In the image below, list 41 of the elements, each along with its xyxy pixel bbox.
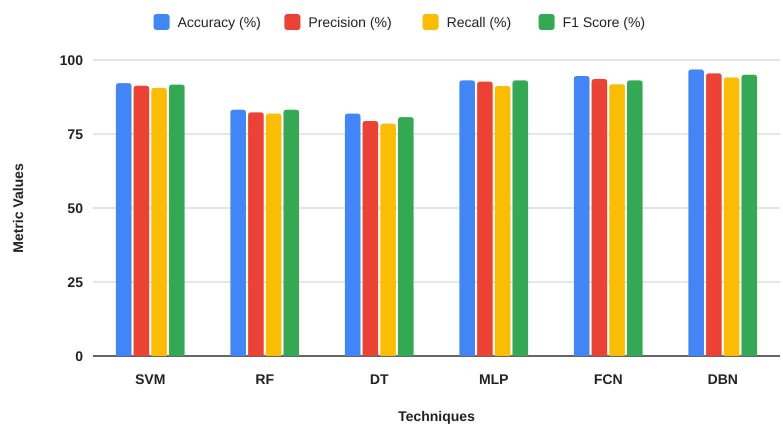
bar xyxy=(724,77,740,356)
legend-label: Recall (%) xyxy=(446,14,512,30)
x-tick-label: SVM xyxy=(135,371,166,387)
bar xyxy=(151,88,167,356)
bar xyxy=(362,120,378,356)
x-tick-label: RF xyxy=(255,371,275,387)
y-tick-label: 100 xyxy=(60,52,84,68)
y-tick-label: 25 xyxy=(67,274,84,290)
bar xyxy=(742,74,758,356)
y-tick-label: 0 xyxy=(75,348,84,364)
bar xyxy=(512,80,528,356)
bar xyxy=(116,83,132,356)
bar xyxy=(230,110,246,356)
bar xyxy=(284,110,300,356)
legend-label: Precision (%) xyxy=(308,14,392,30)
y-tick-label: 50 xyxy=(67,200,84,216)
x-tick-label: DT xyxy=(370,371,390,387)
bar xyxy=(380,124,396,356)
x-axis-title: Techniques xyxy=(398,408,476,424)
bar xyxy=(266,114,282,356)
bar xyxy=(477,82,493,356)
bar xyxy=(134,86,150,356)
bar xyxy=(688,69,704,356)
bar xyxy=(169,84,185,356)
x-tick-label: MLP xyxy=(478,371,509,387)
bar xyxy=(398,117,414,356)
bar xyxy=(459,80,475,356)
y-axis-title: Metric Values xyxy=(10,163,26,253)
bar xyxy=(494,86,510,356)
bar xyxy=(592,78,608,356)
bar xyxy=(627,80,643,356)
bar xyxy=(574,76,590,356)
legend-label: F1 Score (%) xyxy=(562,14,646,30)
bar xyxy=(248,112,264,356)
y-tick-label: 75 xyxy=(67,126,84,142)
bar xyxy=(706,73,722,356)
bar xyxy=(344,114,360,356)
bar xyxy=(609,84,625,356)
x-tick-label: DBN xyxy=(708,371,738,387)
legend-label: Accuracy (%) xyxy=(178,14,261,30)
x-tick-label: FCN xyxy=(594,371,623,387)
